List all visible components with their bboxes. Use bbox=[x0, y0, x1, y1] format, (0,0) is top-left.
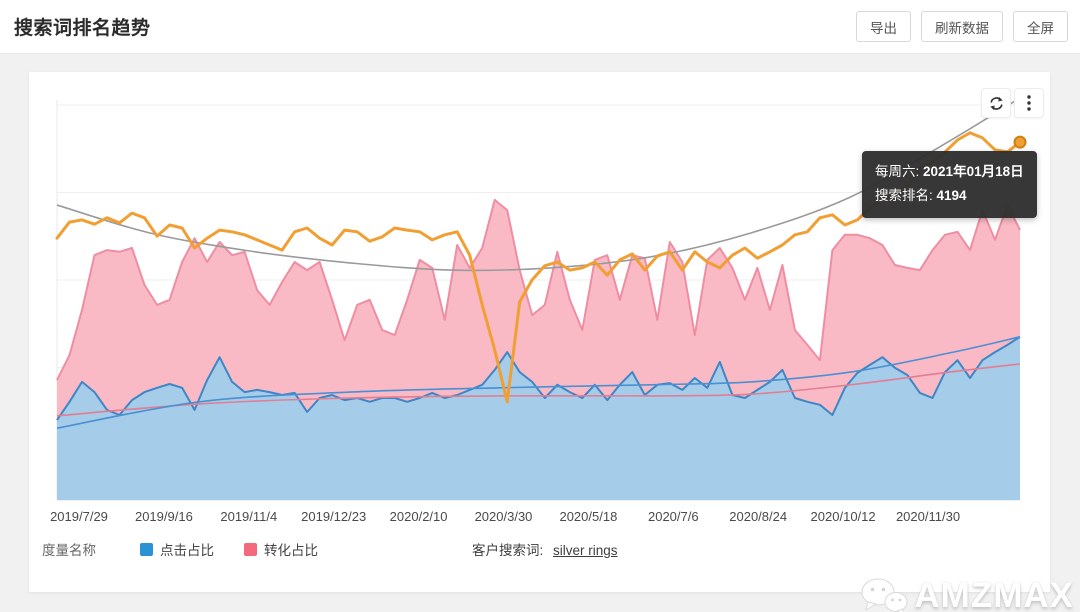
page-header: 搜索词排名趋势 导出 刷新数据 全屏 bbox=[0, 0, 1080, 54]
refresh-data-button[interactable]: 刷新数据 bbox=[921, 11, 1003, 42]
trend-chart[interactable] bbox=[29, 72, 1050, 592]
wechat-logo-icon bbox=[861, 578, 908, 612]
tooltip-date-line: 每周六: 2021年01月18日 bbox=[875, 164, 1024, 179]
fullscreen-button[interactable]: 全屏 bbox=[1013, 11, 1068, 42]
chart-menu-button[interactable] bbox=[1014, 88, 1044, 118]
x-axis-label: 2019/9/16 bbox=[134, 509, 193, 524]
x-axis: 2019/7/29 2019/9/16 2019/11/4 2019/12/23 202… bbox=[29, 509, 1050, 527]
search-term-link[interactable]: silver rings bbox=[553, 543, 618, 558]
search-term-group: 客户搜索词: silver rings bbox=[472, 539, 618, 559]
conversion-legend-swatch bbox=[244, 542, 257, 556]
x-axis-label: 2019/11/4 bbox=[220, 509, 278, 524]
tooltip-rank-line: 搜索排名: 4194 bbox=[875, 188, 967, 203]
clicks-legend-label: 点击占比 bbox=[160, 543, 214, 558]
x-axis-label: 2020/7/6 bbox=[647, 509, 699, 524]
x-axis-label: 2020/8/24 bbox=[729, 509, 788, 524]
export-button[interactable]: 导出 bbox=[856, 11, 911, 42]
search-term-label: 客户搜索词: bbox=[472, 543, 544, 558]
chart-tooltip: 每周六: 2021年01月18日 搜索排名: 4194 bbox=[862, 151, 1037, 218]
metric-name-label: 度量名称 bbox=[42, 543, 96, 558]
kebab-icon bbox=[1027, 95, 1031, 111]
legend-item-clicks[interactable]: 点击占比 bbox=[140, 539, 214, 559]
x-axis-label: 2020/11/30 bbox=[895, 509, 961, 524]
watermark: AMZMAX bbox=[858, 574, 1074, 612]
x-axis-label: 2019/12/23 bbox=[301, 509, 367, 524]
page-title: 搜索词排名趋势 bbox=[14, 18, 151, 39]
conversion-legend-label: 转化占比 bbox=[264, 543, 318, 558]
legend-row: 度量名称 点击占比 转化占比 客户搜索词: silver rings bbox=[42, 538, 1037, 560]
legend-item-conversion[interactable]: 转化占比 bbox=[244, 539, 318, 559]
clicks-legend-swatch bbox=[140, 542, 153, 556]
refresh-icon bbox=[989, 96, 1003, 110]
chart-card: 每周六: 2021年01月18日 搜索排名: 4194 2019/7/29 201… bbox=[29, 72, 1050, 592]
watermark-text: AMZMAX bbox=[914, 576, 1074, 612]
x-axis-label: 2020/3/30 bbox=[474, 509, 533, 524]
x-axis-label: 2019/7/29 bbox=[50, 509, 108, 524]
x-axis-label: 2020/5/18 bbox=[559, 509, 618, 524]
chart-refresh-button[interactable] bbox=[981, 88, 1011, 118]
header-button-group: 导出 刷新数据 全屏 bbox=[856, 11, 1068, 42]
x-axis-label: 2020/10/12 bbox=[810, 509, 876, 524]
x-axis-label: 2020/2/10 bbox=[389, 509, 448, 524]
